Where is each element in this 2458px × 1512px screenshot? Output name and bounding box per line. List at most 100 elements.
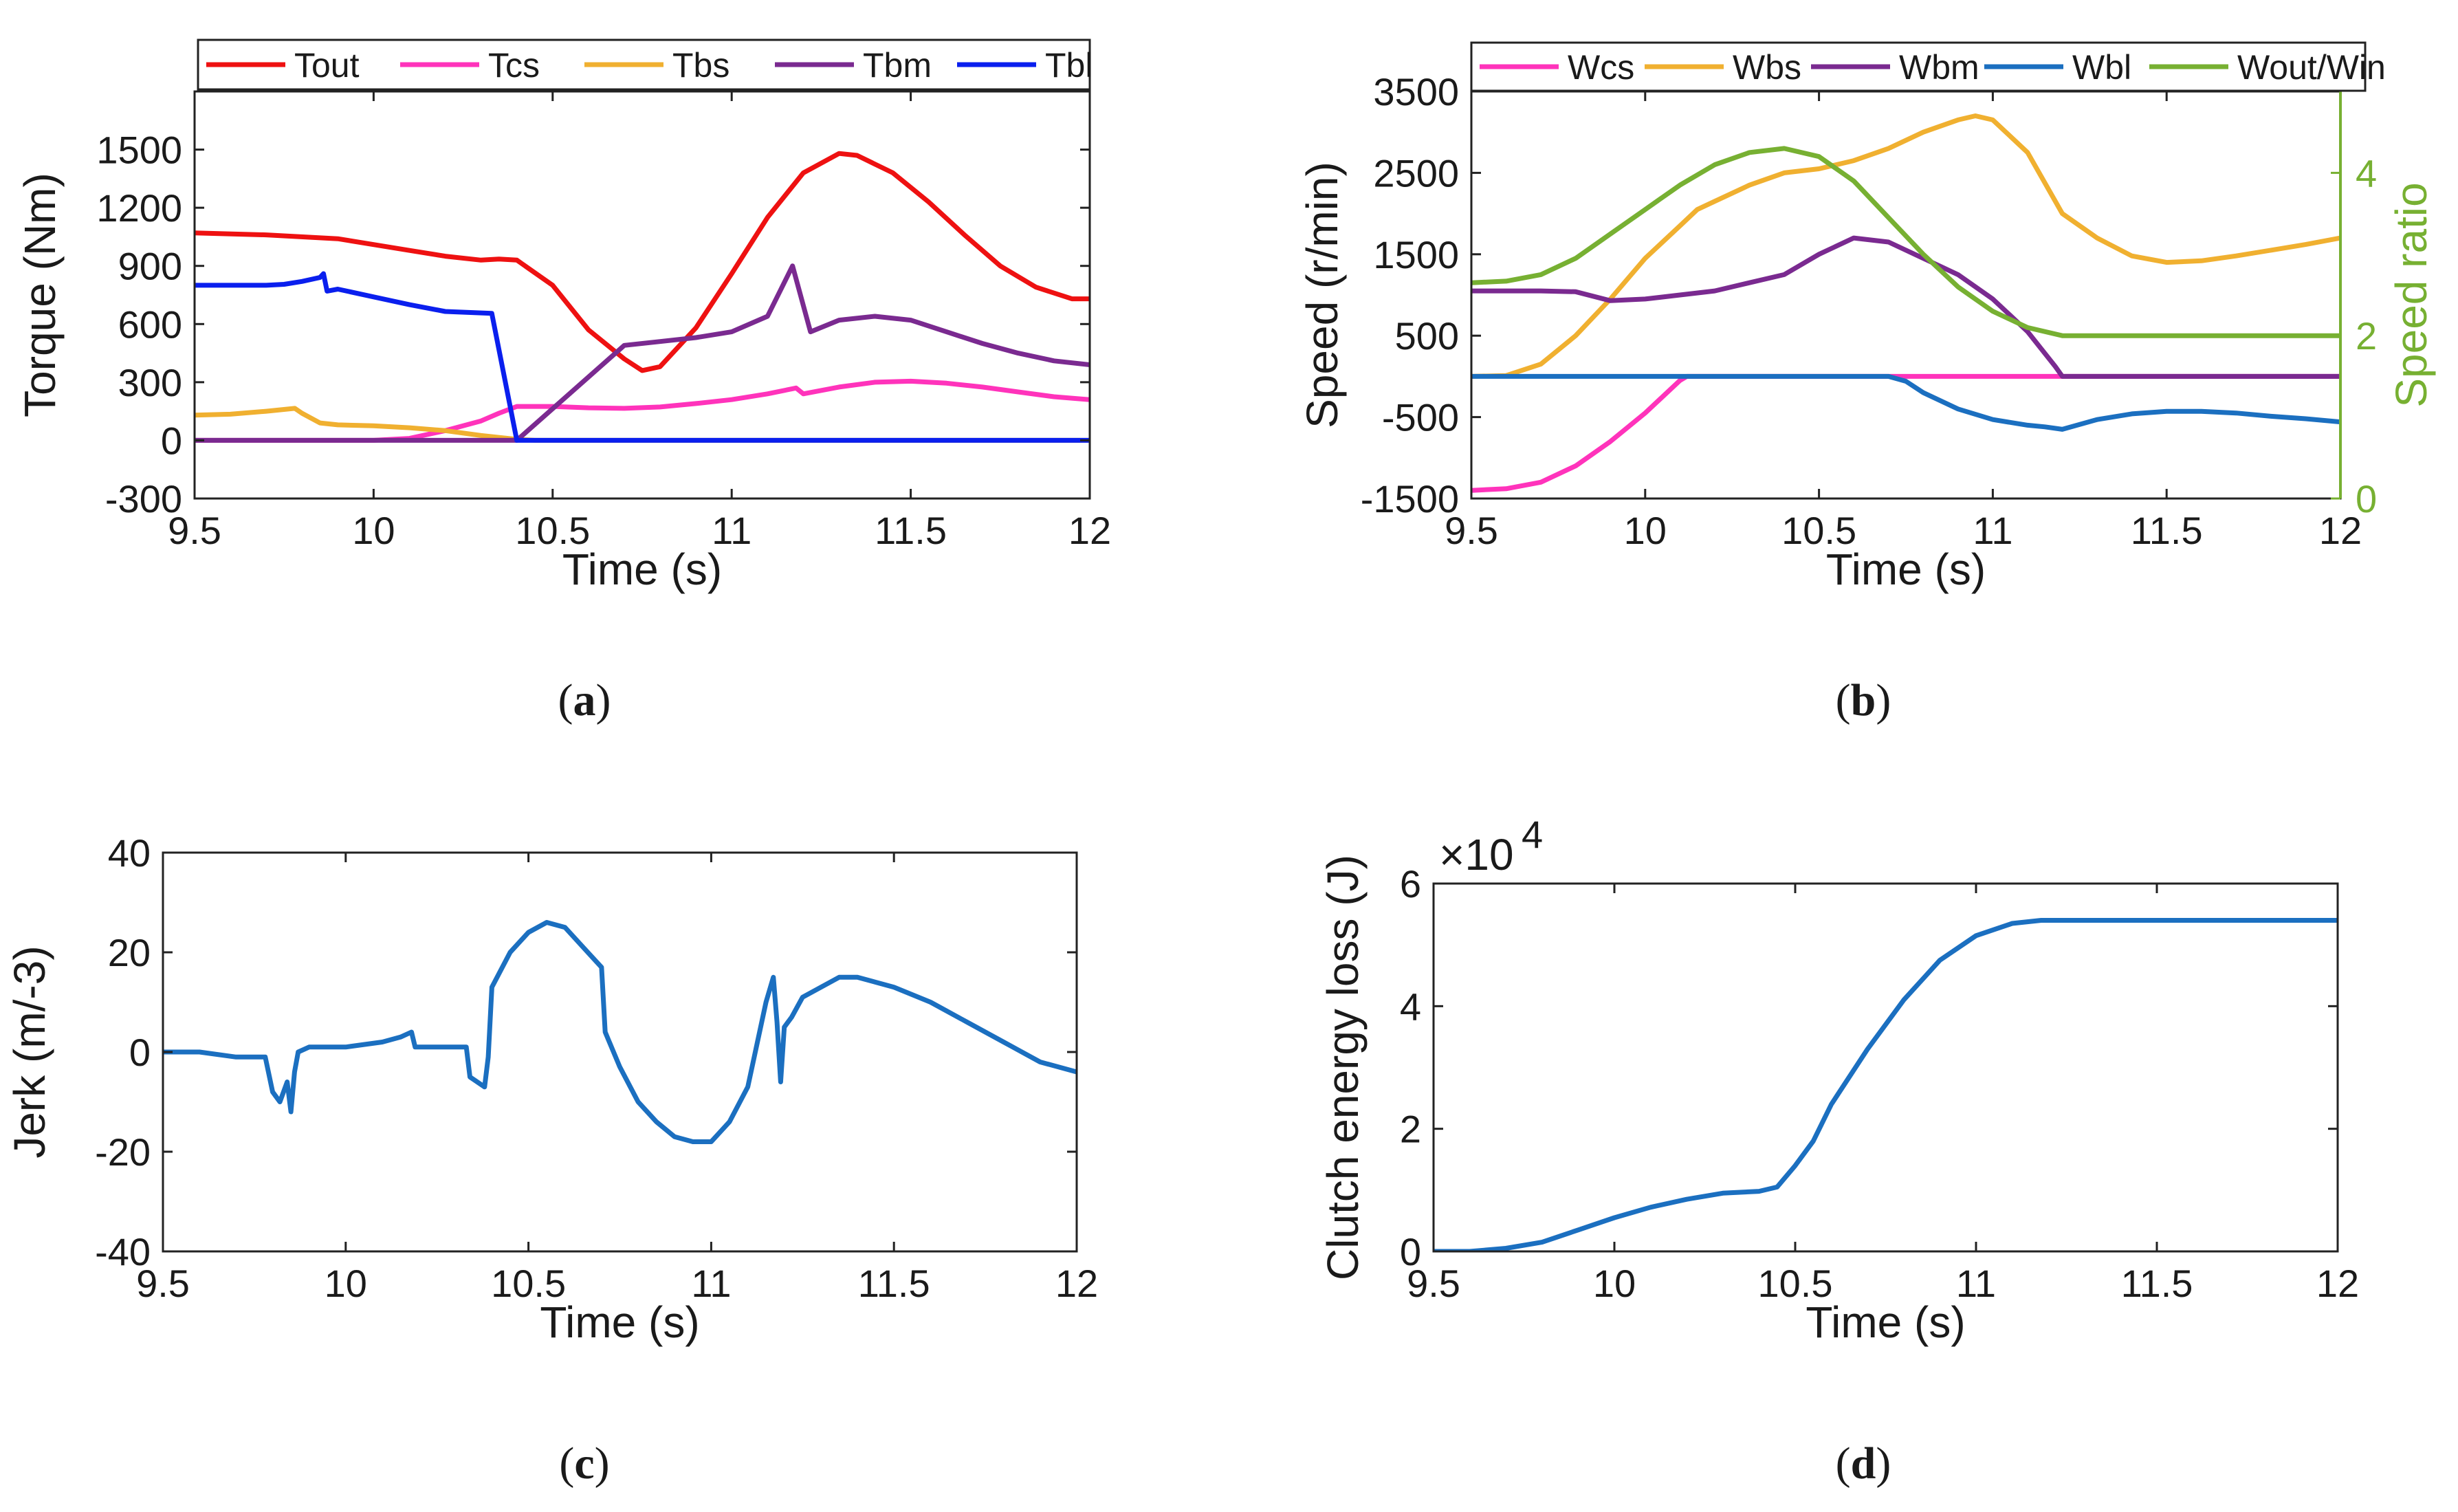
caption-open-paren: (: [559, 1438, 574, 1489]
series-line-energy-loss: [1434, 918, 2338, 1251]
panel-caption: (d): [1836, 1438, 1891, 1489]
y-tick-label: 0: [1400, 1230, 1421, 1273]
y-tick-label: -40: [95, 1230, 151, 1273]
caption-close-paren: ): [1876, 675, 1891, 725]
caption-letter: d: [1851, 1438, 1876, 1489]
x-tick-label: 12: [2316, 1262, 2359, 1305]
x-tick-label: 10.5: [1781, 509, 1856, 552]
x-tick-label: 10: [1593, 1262, 1636, 1305]
y-axis-label: Torque (Nm): [15, 173, 65, 417]
x-tick-label: 12: [1055, 1262, 1098, 1305]
y2-tick-label: 0: [2356, 477, 2377, 521]
x-axis-label: Time (s): [540, 1297, 699, 1347]
legend-label: Tbm: [863, 46, 932, 85]
x-tick-label: 9.5: [1407, 1262, 1460, 1305]
caption-letter: c: [574, 1438, 594, 1489]
x-tick-label: 11: [712, 509, 751, 552]
x-tick-label: 11: [1956, 1262, 1996, 1305]
series-line-wout-win: [1471, 146, 2340, 338]
legend-label: Wout/Win: [2237, 48, 2386, 87]
series-line-tbl: [195, 271, 1090, 443]
y2-tick-label: 2: [2356, 314, 2377, 358]
y2-axis-label: Speed ratio: [2386, 182, 2436, 407]
caption-open-paren: (: [1836, 1438, 1851, 1489]
y-tick-label: 40: [108, 831, 151, 875]
x-tick-label: 10: [1624, 509, 1667, 552]
legend-label: Tout: [294, 46, 360, 85]
series-line-wbm: [1471, 235, 2340, 379]
y-tick-label: -500: [1382, 396, 1459, 439]
legend-label: Wbm: [1899, 48, 1979, 87]
plot-frame: [1432, 882, 2339, 1253]
y-tick-label: 500: [1395, 314, 1459, 358]
y-axis-label: Clutch energy loss (J): [1318, 855, 1368, 1280]
series-line-tbm: [195, 263, 1090, 443]
y2-tick-label: 4: [2356, 151, 2377, 195]
x-tick-label: 9.5: [1445, 509, 1498, 552]
y-tick-label: 2: [1400, 1108, 1421, 1151]
y-tick-label: 300: [118, 361, 182, 404]
x-tick-label: 10: [325, 1262, 367, 1305]
series-line-wbs: [1471, 113, 2340, 379]
chart-d: 9.5 10 10.5 11 11.5 12 0 2 4 6 Time (s) Clutch ener…: [1318, 813, 2359, 1489]
y-tick-label: 0: [129, 1031, 151, 1074]
panel-caption: (a): [558, 675, 611, 725]
x-tick-label: 12: [2319, 509, 2362, 552]
legend-label: Wcs: [1568, 48, 1634, 87]
x-tick-label: 12: [1068, 509, 1111, 552]
x-tick-label: 11: [1973, 509, 2012, 552]
series-line-jerk: [163, 920, 1077, 1144]
x-tick-label: 10.5: [515, 509, 590, 552]
legend-label: Wbs: [1733, 48, 1801, 87]
y-tick-label: 20: [108, 931, 151, 974]
x-tick-label: 11.5: [858, 1262, 930, 1305]
caption-close-paren: ): [596, 675, 611, 725]
y-tick-label: 3500: [1373, 70, 1459, 113]
chart-a: 9.5 10 10.5 11 11.5 12 -300 0 300 600 900 1200 1500 T…: [15, 39, 1111, 725]
y-tick-label: 2500: [1373, 151, 1459, 195]
plot-frame: [193, 90, 1091, 500]
y-tick-label: 6: [1400, 862, 1421, 906]
x-tick-label: 11.5: [2131, 509, 2203, 552]
y-tick-label: -1500: [1361, 477, 1459, 521]
y-tick-label: 900: [118, 245, 182, 288]
y-axis-label: Speed (r/min): [1297, 162, 1347, 428]
x-axis-label: Time (s): [562, 545, 722, 594]
y-axis-label: Jerk (m/-3): [5, 945, 54, 1158]
series-line-tcs: [195, 378, 1090, 443]
x-tick-label: 11.5: [875, 509, 947, 552]
x-tick-label: 10.5: [1758, 1262, 1833, 1305]
chart-c: 9.5 10 10.5 11 11.5 12 -40 -20 0 20 40 Time (s) Jerk…: [5, 831, 1098, 1489]
legend-label: Tbl: [1045, 46, 1093, 85]
caption-close-paren: ): [1876, 1438, 1891, 1489]
y-tick-label: 1500: [1373, 233, 1459, 276]
y-tick-label: 4: [1400, 985, 1421, 1028]
y-tick-label: -20: [95, 1130, 151, 1174]
y-axis-exponent: ×10: [1439, 830, 1514, 879]
caption-letter: a: [573, 675, 596, 725]
caption-open-paren: (: [1836, 675, 1851, 725]
legend-label: Tcs: [488, 46, 540, 85]
x-axis-label: Time (s): [1826, 545, 1986, 594]
panel-caption: (b): [1836, 675, 1891, 725]
legend-label: Tbs: [672, 46, 729, 85]
y-axis-exponent-power: 4: [1522, 813, 1543, 856]
x-axis-label: Time (s): [1806, 1297, 1965, 1347]
chart-b: 9.5 10 10.5 11 11.5 12 -1500 -500 500 1500 2500 350…: [1297, 41, 2436, 725]
x-tick-label: 10.5: [491, 1262, 566, 1305]
series-line-wbl: [1471, 373, 2340, 432]
x-tick-label: 11.5: [2121, 1262, 2193, 1305]
panel-caption: (c): [559, 1438, 609, 1489]
y-tick-label: 1500: [96, 129, 182, 172]
y-tick-label: 0: [161, 419, 182, 462]
caption-open-paren: (: [558, 675, 573, 725]
x-tick-label: 9.5: [136, 1262, 190, 1305]
caption-close-paren: ): [595, 1438, 610, 1489]
caption-letter: b: [1851, 675, 1876, 725]
legend-label: Wbl: [2072, 48, 2131, 87]
y-tick-label: 1200: [96, 186, 182, 230]
x-tick-label: 9.5: [168, 509, 221, 552]
x-tick-label: 11: [691, 1262, 731, 1305]
